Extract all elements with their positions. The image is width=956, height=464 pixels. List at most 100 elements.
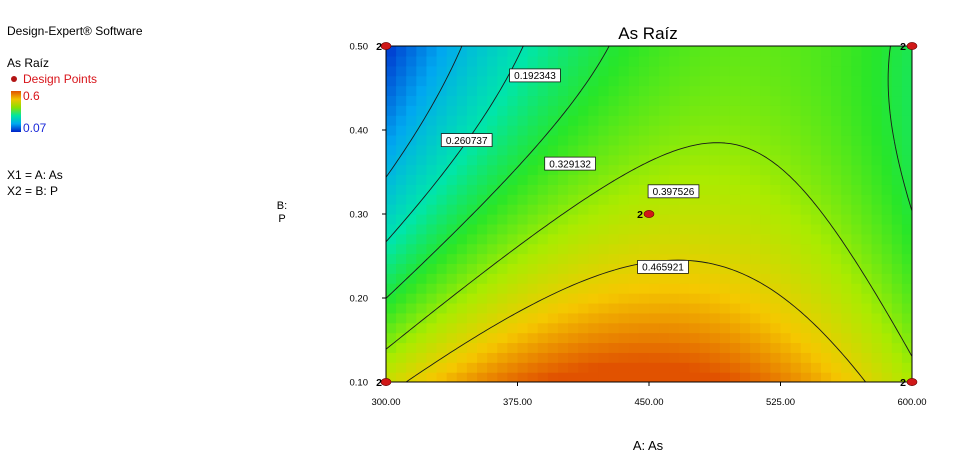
heatmap-cell	[446, 65, 458, 77]
heatmap-cell	[406, 134, 417, 146]
heatmap-cell	[810, 293, 822, 304]
heatmap-cell	[669, 204, 680, 215]
heatmap-cell	[719, 144, 731, 156]
heatmap-cell	[527, 263, 539, 274]
heatmap-cell	[517, 174, 529, 185]
heatmap-cell	[406, 125, 417, 136]
heatmap-cell	[557, 65, 569, 77]
heatmap-cell	[760, 164, 771, 176]
heatmap-cell	[396, 312, 407, 324]
heatmap-cell	[396, 85, 407, 97]
heatmap-cell	[891, 115, 903, 126]
heatmap-cell	[831, 312, 842, 324]
heatmap-cell	[820, 154, 832, 166]
heatmap-cell	[416, 164, 428, 176]
heatmap-cell	[841, 184, 852, 195]
heatmap-cell	[800, 273, 812, 284]
heatmap-cell	[770, 194, 782, 205]
heatmap-cell	[851, 302, 863, 314]
heatmap-cell	[537, 243, 549, 255]
heatmap-cell	[770, 233, 782, 245]
heatmap-cell	[871, 293, 883, 304]
heatmap-cell	[557, 204, 569, 215]
heatmap-cell	[891, 194, 903, 205]
heatmap-cell	[578, 65, 589, 77]
heatmap-cell	[649, 372, 660, 382]
heatmap-cell	[750, 154, 761, 166]
heatmap-cell	[689, 144, 701, 156]
heatmap-cell	[709, 243, 721, 255]
heatmap-cell	[750, 95, 761, 106]
heatmap-cell	[780, 302, 792, 314]
heatmap-cell	[477, 65, 488, 77]
heatmap-cell	[446, 352, 458, 363]
heatmap-cell	[669, 302, 680, 314]
heatmap-cell	[729, 283, 741, 294]
heatmap-cell	[507, 243, 519, 255]
heatmap-cell	[487, 372, 498, 382]
heatmap-cell	[396, 362, 407, 373]
heatmap-cell	[790, 184, 802, 195]
heatmap-cell	[456, 144, 468, 156]
heatmap-cell	[861, 194, 873, 205]
heatmap-cell	[517, 322, 529, 334]
heatmap-cell	[750, 362, 761, 373]
heatmap-cell	[426, 115, 438, 126]
heatmap-cell	[861, 283, 873, 294]
heatmap-cell	[497, 332, 508, 344]
heatmap-cell	[547, 302, 559, 314]
heatmap-cell	[618, 243, 630, 255]
heatmap-cell	[729, 95, 741, 106]
heatmap-cell	[709, 253, 721, 265]
heatmap-cell	[456, 55, 468, 67]
heatmap-cell	[659, 174, 670, 185]
heatmap-cell	[386, 174, 397, 185]
heatmap-cell	[800, 134, 812, 146]
heatmap-cell	[719, 55, 731, 67]
heatmap-cell	[537, 134, 549, 146]
heatmap-cell	[780, 194, 792, 205]
heatmap-cell	[608, 283, 620, 294]
heatmap-cell	[750, 194, 761, 205]
heatmap-cell	[436, 85, 448, 97]
heatmap-cell	[689, 115, 701, 126]
heatmap-cell	[386, 273, 397, 284]
heatmap-cell	[527, 55, 539, 67]
heatmap-cell	[426, 332, 438, 344]
heatmap-cell	[477, 233, 488, 245]
heatmap-cell	[750, 352, 761, 363]
heatmap-cell	[709, 184, 721, 195]
heatmap-cell	[416, 65, 428, 77]
heatmap-cell	[820, 293, 832, 304]
heatmap-cell	[679, 322, 691, 334]
heatmap-cell	[699, 322, 711, 334]
heatmap-cell	[750, 164, 761, 176]
heatmap-cell	[689, 125, 701, 136]
heatmap-cell	[547, 352, 559, 363]
heatmap-cell	[608, 223, 620, 235]
heatmap-cell	[881, 75, 893, 87]
heatmap-cell	[820, 312, 832, 324]
heatmap-cell	[719, 204, 731, 215]
heatmap-cell	[901, 352, 912, 363]
heatmap-cell	[598, 332, 610, 344]
heatmap-cell	[406, 283, 417, 294]
heatmap-cell	[810, 312, 822, 324]
heatmap-cell	[406, 342, 417, 353]
heatmap-cell	[608, 125, 620, 136]
heatmap-cell	[557, 273, 569, 284]
heatmap-cell	[709, 194, 721, 205]
heatmap-cell	[426, 154, 438, 166]
heatmap-cell	[760, 243, 771, 255]
heatmap-cell	[709, 322, 721, 334]
heatmap-cell	[487, 55, 498, 67]
heatmap-cell	[608, 263, 620, 274]
heatmap-cell	[426, 95, 438, 106]
heatmap-cell	[568, 263, 579, 274]
heatmap-cell	[699, 372, 711, 382]
heatmap-cell	[820, 342, 832, 353]
heatmap-cell	[406, 154, 417, 166]
heatmap-cell	[547, 223, 559, 235]
heatmap-cell	[497, 302, 508, 314]
heatmap-cell	[871, 134, 883, 146]
